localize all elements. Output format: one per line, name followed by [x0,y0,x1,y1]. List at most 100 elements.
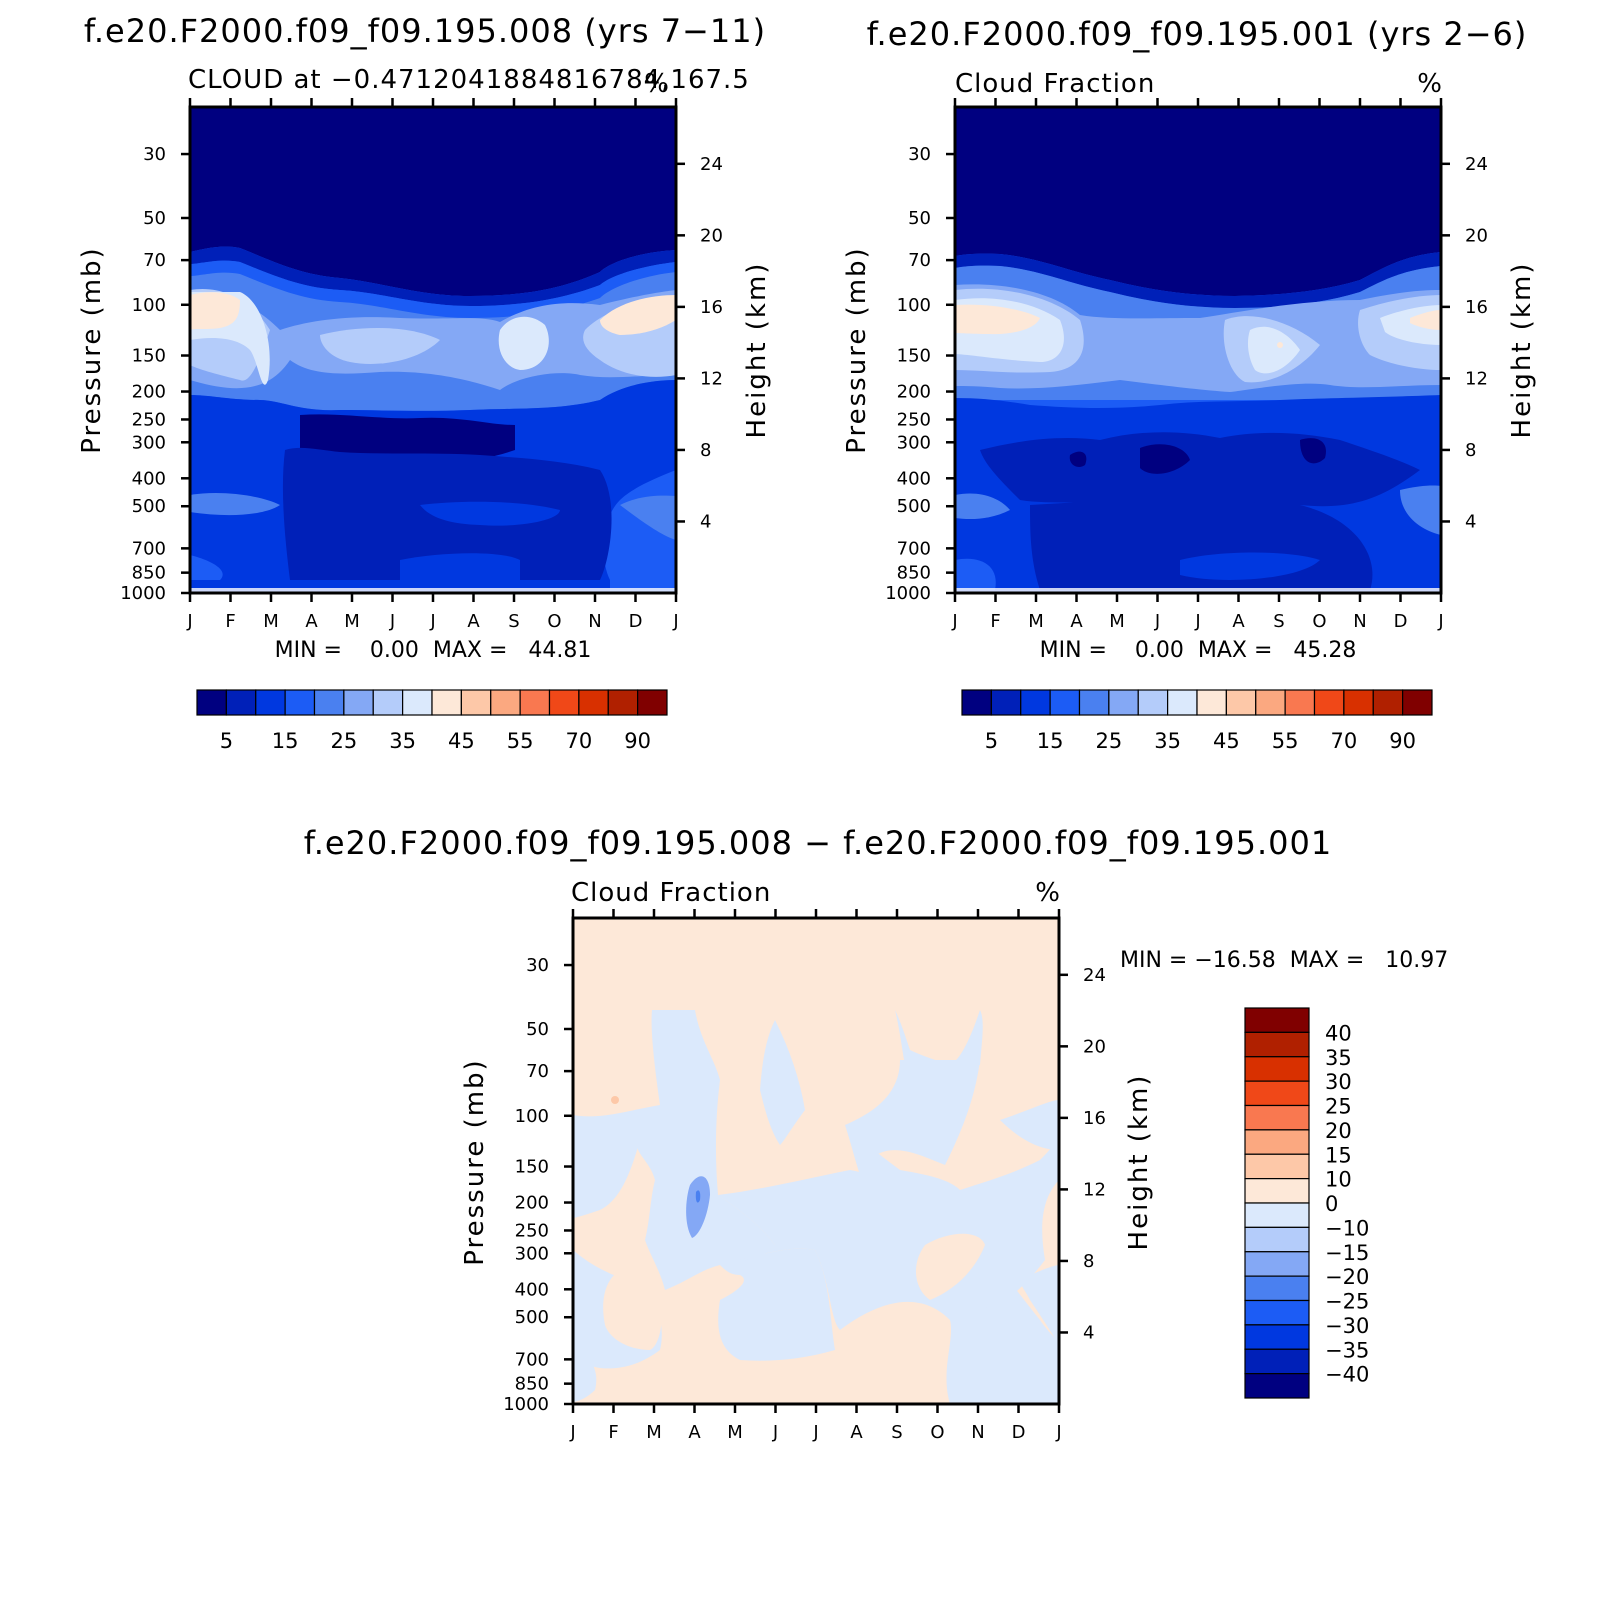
colorbar-swatch [1196,689,1227,716]
colorbar-swatch [1244,1324,1310,1350]
colorbar-tick-label: 55 [1272,729,1299,753]
colorbar-swatch [1244,1178,1310,1204]
colorbar-tick-label: 30 [1325,1070,1352,1094]
panel-1-units: % [644,69,670,99]
height-tick-label: 12 [1083,1179,1106,1200]
y-tick-label: 400 [515,1279,549,1300]
colorbar-swatch [1372,689,1404,716]
colorbar-swatch [1244,1226,1310,1253]
colorbar-tick-label: 90 [1389,729,1416,753]
colorbar-tick-label: −10 [1325,1216,1369,1240]
colorbar-swatch [1244,1031,1310,1058]
colorbar-swatch [607,689,639,716]
colorbar-tick-label: 45 [1213,729,1240,753]
colorbar-swatch [431,689,462,716]
colorbar-swatch [1225,689,1257,716]
colorbar-swatch [284,689,316,716]
colorbar-tick-label: −25 [1325,1290,1369,1314]
height-tick-label: 4 [700,511,711,532]
colorbar-tick-label: 90 [624,729,651,753]
colorbar-swatch [1078,689,1110,716]
y-tick-label: 850 [897,563,931,584]
y-tick-label: 300 [897,432,931,453]
y-tick-label: 100 [515,1106,549,1127]
colorbar-swatch [1255,689,1286,716]
y-tick-label: 200 [897,382,931,403]
x-tick-label: J [951,611,957,632]
colorbar-swatch [460,689,492,716]
x-tick-label: S [891,1422,902,1443]
y-tick-label: 250 [132,409,166,430]
height-tick-label: 20 [700,225,723,246]
y-tick-label: 300 [515,1243,549,1264]
colorbar-swatch [1244,1251,1310,1277]
height-tick-label: 16 [700,297,723,318]
panel-1: f.e20.F2000.f09_f09.195.008 (yrs 7−11) C… [77,12,772,753]
colorbar-swatch [519,689,551,716]
x-tick-label: M [646,1422,662,1443]
x-tick-label: A [305,611,318,632]
y-tick-label: 30 [526,955,549,976]
x-tick-label: O [547,611,561,632]
panel-2-title: f.e20.F2000.f09_f09.195.001 (yrs 2−6) [867,15,1528,53]
colorbar-tick-label: 15 [272,729,299,753]
colorbar-swatch [1244,1348,1310,1375]
y-tick-label: 500 [897,496,931,517]
x-tick-label: J [1055,1422,1061,1443]
x-tick-label: J [389,611,395,632]
colorbar-swatch [1244,1373,1310,1399]
panel-1-contours [190,107,676,593]
colorbar-swatch [990,689,1022,716]
y-tick-label: 70 [908,250,931,271]
height-tick-label: 8 [700,440,711,461]
colorbar-tick-label: 25 [331,729,358,753]
x-tick-label: J [1437,611,1443,632]
y-tick-label: 250 [897,409,931,430]
panel-diff-stats: MIN = −16.58 MAX = 10.97 [1120,948,1448,973]
panel-2-stats: MIN = 0.00 MAX = 45.28 [1040,638,1357,663]
y-tick-label: 50 [908,208,931,229]
panel-diff-ylabel-right: Height (km) [1124,1074,1154,1251]
colorbar-tick-label: 40 [1325,1021,1352,1045]
x-tick-label: F [608,1422,618,1443]
colorbar-tick-label: 15 [1325,1143,1352,1167]
panel-diff: f.e20.F2000.f09_f09.195.008 − f.e20.F200… [304,824,1449,1443]
panel-2-units: % [1417,69,1443,99]
x-tick-label: M [727,1422,743,1443]
height-tick-label: 20 [1083,1036,1106,1057]
y-tick-label: 1000 [503,1394,549,1415]
x-tick-label: O [1312,611,1326,632]
x-tick-label: J [569,1422,575,1443]
colorbar-swatch [1049,689,1081,716]
x-tick-label: A [1232,611,1245,632]
y-tick-label: 30 [143,144,166,165]
colorbar-swatch [1108,689,1139,716]
y-tick-label: 150 [132,346,166,367]
x-tick-label: N [971,1422,984,1443]
y-tick-label: 30 [908,144,931,165]
x-tick-label: M [344,611,360,632]
colorbar-swatch [1137,689,1169,716]
panel-2-subtitle: Cloud Fraction [955,69,1155,99]
colorbar-swatch [1244,1153,1310,1180]
x-tick-label: J [772,1422,778,1443]
panel-1-stats: MIN = 0.00 MAX = 44.81 [275,638,592,663]
x-tick-label: M [1028,611,1044,632]
y-tick-label: 100 [897,295,931,316]
colorbar-swatch [1343,689,1374,716]
y-tick-label: 70 [526,1061,549,1082]
colorbar-swatch [490,689,521,716]
colorbar-tick-label: −20 [1325,1265,1369,1289]
height-tick-label: 24 [1083,965,1106,986]
x-tick-label: J [429,611,435,632]
colorbar-tick-label: −40 [1325,1363,1369,1387]
colorbar-swatch [402,689,433,716]
height-tick-label: 20 [1465,225,1488,246]
colorbar-swatch [196,689,227,716]
x-tick-label: A [688,1422,701,1443]
colorbar-tick-label: 5 [220,729,233,753]
colorbar-tick-label: −15 [1325,1241,1369,1265]
height-tick-label: 8 [1465,440,1476,461]
